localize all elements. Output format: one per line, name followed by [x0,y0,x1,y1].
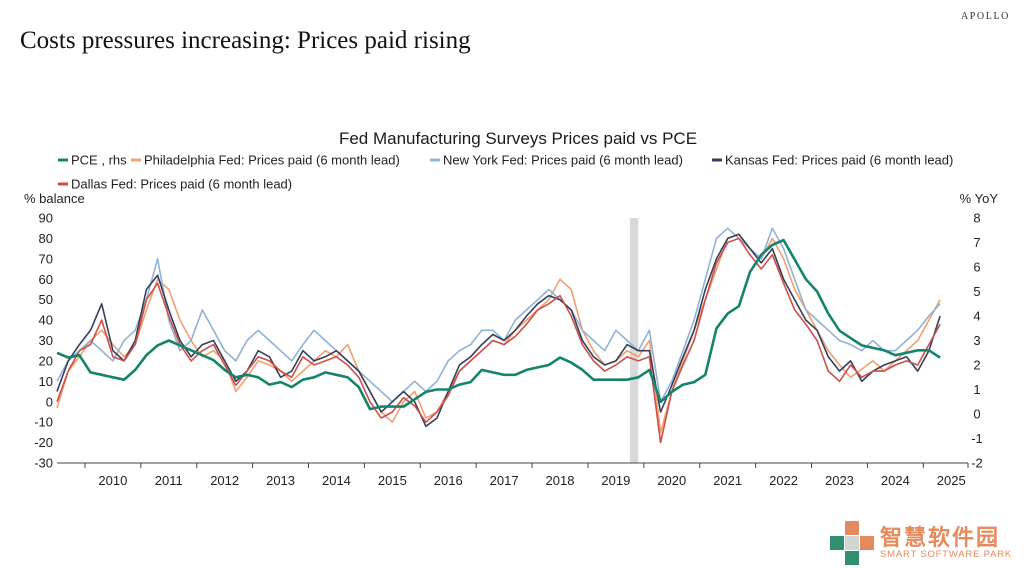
legend-entry-dallas: Dallas Fed: Prices paid (6 month lead) [71,177,292,192]
x-tick-label: 2014 [322,473,351,488]
y-tick-label-left: -20 [34,435,53,450]
x-tick-label: 2023 [825,473,854,488]
y-tick-label-left: 40 [39,313,53,328]
y-tick-label-left: 60 [39,272,53,287]
series-line-new_york [56,227,941,403]
x-tick-label: 2010 [98,473,127,488]
y-tick-label-right: 0 [973,407,980,422]
brand-logo-text: APOLLO [960,11,1010,22]
watermark-name: 智慧软件园 [880,525,1001,550]
y-tick-label-right: -2 [971,456,983,471]
series-line-dallas [56,237,941,444]
watermark: 智慧软件园 SMART SOFTWARE PARK [830,519,1020,565]
y-tick-label-left: 30 [39,333,53,348]
y-tick-label-left: -10 [34,415,53,430]
y-axis-label-right: % YoY [960,191,999,206]
y-tick-label-left: 70 [39,251,53,266]
chart-title: Fed Manufacturing Surveys Prices paid vs… [339,129,697,148]
y-tick-label-right: 8 [973,211,980,226]
watermark-logo-icon [830,521,874,565]
y-tick-label-left: 10 [39,374,53,389]
y-tick-label-right: 3 [973,333,980,348]
x-tick-label: 2025 [937,473,966,488]
y-tick-label-right: 5 [973,284,980,299]
x-tick-label: 2022 [769,473,798,488]
y-tick-label-right: 1 [973,382,980,397]
x-tick-label: 2018 [546,473,575,488]
y-tick-label-right: 7 [973,235,980,250]
legend-entry-kansas: Kansas Fed: Prices paid (6 month lead) [725,153,953,168]
series-line-philadelphia [56,233,941,434]
legend-entry-new_york: New York Fed: Prices paid (6 month lead) [443,153,683,168]
y-tick-label-right: -1 [971,431,983,446]
x-tick-label: 2019 [601,473,630,488]
x-tick-label: 2024 [881,473,910,488]
x-tick-label: 2017 [490,473,519,488]
x-tick-label: 2016 [434,473,463,488]
y-tick-label-left: -30 [34,456,53,471]
y-tick-label-left: 20 [39,353,53,368]
legend-entry-pce: PCE , rhs [71,153,127,168]
page-title: Costs pressures increasing: Prices paid … [20,27,471,54]
y-tick-label-right: 4 [973,309,980,324]
legend-entry-philadelphia: Philadelphia Fed: Prices paid (6 month l… [144,153,400,168]
x-tick-label: 2021 [713,473,742,488]
x-tick-label: 2011 [155,473,183,488]
x-tick-label: 2012 [210,473,239,488]
watermark-subtitle: SMART SOFTWARE PARK [880,549,1013,560]
y-tick-label-left: 50 [39,292,53,307]
y-tick-label-left: 80 [39,231,53,246]
x-tick-label: 2020 [657,473,686,488]
y-axis-label-left: % balance [24,191,85,206]
recession-band [629,218,639,463]
y-tick-label-right: 6 [973,260,980,275]
y-tick-label-left: 0 [46,394,53,409]
x-tick-label: 2013 [266,473,295,488]
series-line-kansas [56,233,941,428]
series-line-pce [56,238,941,411]
x-tick-label: 2015 [378,473,407,488]
y-tick-label-right: 2 [973,358,980,373]
y-tick-label-left: 90 [39,211,53,226]
